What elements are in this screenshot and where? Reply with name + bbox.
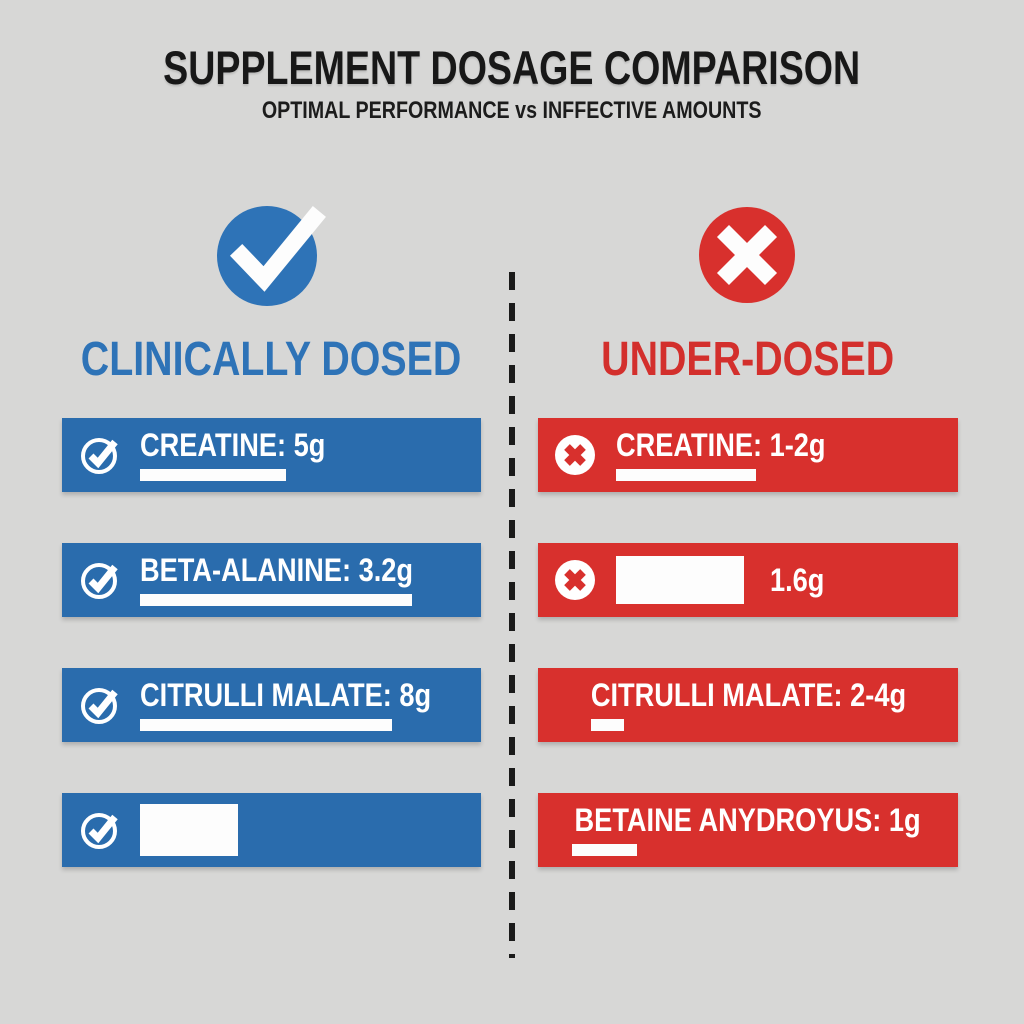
check-circle-outline-icon: [78, 684, 120, 726]
check-circle-outline-icon: [78, 809, 120, 851]
check-circle-icon: [214, 198, 329, 308]
dose-label: CREATINE: 1-2g: [616, 427, 826, 463]
dose-amount-bar: [590, 719, 624, 731]
dose-bar-blank-clinical: [62, 793, 481, 867]
dose-bar-blank-under: 1.6g: [538, 543, 958, 617]
page-title: SUPPLEMENT DOSAGE COMPARISON: [163, 41, 861, 94]
dose-content: CITRULLI MALATE: 2-4g: [563, 679, 934, 731]
dose-label: CITRULLI MALATE: 8g: [140, 677, 432, 713]
column-heading-under-dosed: UNDER-DOSED: [601, 333, 895, 386]
x-circle-icon: [691, 198, 806, 308]
dose-content: CREATINE: 1-2g: [616, 429, 863, 481]
dose-bar-creatine-clinical: CREATINE: 5g: [62, 418, 481, 492]
dose-content: BETA-ALANINE: 3.2g: [140, 554, 461, 606]
dose-label: CITRULLI MALATE: 2-4g: [590, 677, 906, 713]
dose-bar-citrulline-clinical: CITRULLI MALATE: 8g: [62, 668, 481, 742]
under-dosed-column: UNDER-DOSED CREATINE: 1-2g: [538, 198, 958, 867]
clinical-bars: CREATINE: 5g BETA-ALANINE: 3.2g: [62, 418, 481, 867]
page-subtitle: OPTIMAL PERFORMANCE vs INFFECTIVE AMOUNT…: [262, 97, 762, 124]
dose-bar-citrulline-under: CITRULLI MALATE: 2-4g: [538, 668, 958, 742]
clinically-dosed-column: CLINICALLY DOSED CREATINE: 5g: [62, 198, 481, 867]
dose-content: CITRULLI MALATE: 8g: [140, 679, 482, 731]
dose-label: BETAINE ANYDROYUS: 1g: [574, 802, 922, 838]
x-circle-solid-icon: [554, 559, 596, 601]
page-subtitle-row: OPTIMAL PERFORMANCE vs INFFECTIVE AMOUNT…: [0, 97, 1024, 125]
blank-label-box: [140, 804, 238, 856]
x-circle-solid-icon: [554, 434, 596, 476]
dose-content: BETAINE ANYDROYUS: 1g: [544, 804, 951, 856]
dose-amount-bar: [140, 594, 412, 606]
dose-amount-bar: [572, 844, 638, 856]
dose-label: BETA-ALANINE: 3.2g: [140, 552, 414, 588]
dose-amount-bar: [616, 469, 756, 481]
check-circle-svg: [217, 206, 326, 306]
column-heading-clinically-dosed: CLINICALLY DOSED: [81, 333, 462, 386]
dose-bar-betaine-under: BETAINE ANYDROYUS: 1g: [538, 793, 958, 867]
check-circle-outline-icon: [78, 434, 120, 476]
dose-bar-beta-alanine-clinical: BETA-ALANINE: 3.2g: [62, 543, 481, 617]
under-dosed-bars: CREATINE: 1-2g 1.6g CITRULLI MALATE: 2-4…: [538, 418, 958, 867]
dose-bar-creatine-under: CREATINE: 1-2g: [538, 418, 958, 492]
dose-label: CREATINE: 5g: [140, 427, 326, 463]
dose-amount-bar: [140, 719, 392, 731]
dose-amount-bar: [140, 469, 286, 481]
dose-content: CREATINE: 5g: [140, 429, 358, 481]
blank-label-box: [616, 556, 744, 604]
divider-dashed-line: [509, 272, 515, 958]
x-circle-svg: [698, 207, 795, 303]
header: SUPPLEMENT DOSAGE COMPARISON OPTIMAL PER…: [0, 40, 1024, 125]
check-circle-outline-icon: [78, 559, 120, 601]
dose-label: 1.6g: [770, 562, 825, 598]
